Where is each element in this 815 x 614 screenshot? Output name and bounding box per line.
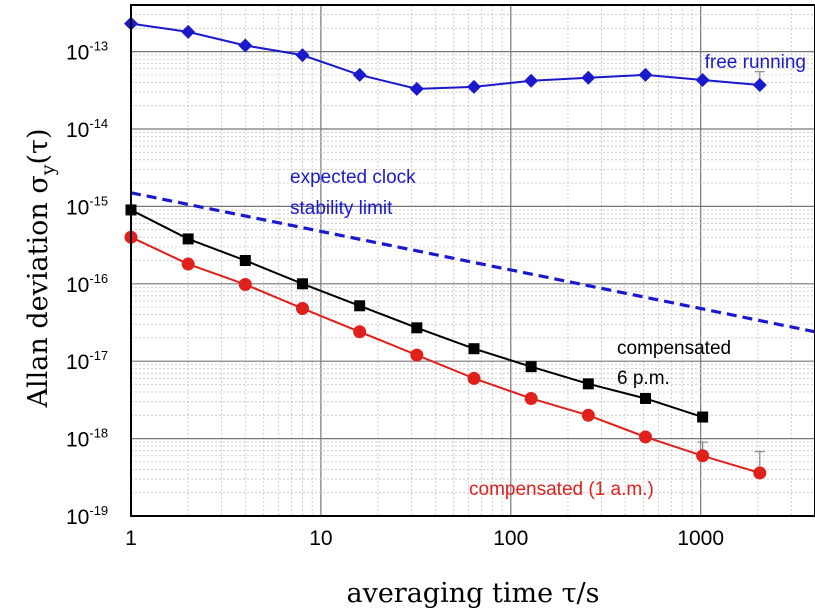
- square-marker: [639, 392, 651, 404]
- series-annotations: free running expected clock stability limi…: [290, 52, 806, 500]
- circle-marker: [467, 371, 481, 385]
- series-label-1: expected clock stability limit: [290, 167, 416, 219]
- diamond-marker: [524, 73, 539, 88]
- circle-marker: [181, 257, 195, 271]
- square-marker: [411, 322, 423, 334]
- series-label-0: free running: [705, 52, 806, 73]
- square-marker: [296, 278, 308, 290]
- circle-marker: [353, 325, 367, 339]
- diamond-marker: [238, 38, 253, 53]
- y-tick-label: 10-18: [66, 426, 108, 452]
- circle-marker: [753, 466, 767, 480]
- y-tick-label: 10-13: [66, 39, 108, 65]
- diamond-marker: [752, 78, 767, 93]
- circle-marker: [410, 348, 424, 362]
- plot-frame: [130, 4, 815, 517]
- x-tick-label: 100: [493, 527, 528, 550]
- circle-marker: [238, 277, 252, 291]
- y-tick-label: 10-17: [66, 348, 108, 374]
- square-marker: [697, 411, 709, 423]
- series-layer: [124, 16, 815, 480]
- series-label-2: compensated 6 p.m.: [617, 338, 731, 389]
- series-line: [130, 22, 760, 90]
- diamond-marker: [466, 79, 481, 94]
- y-tick-label: 10-19: [66, 503, 108, 529]
- series-0: [124, 16, 767, 96]
- circle-marker: [581, 408, 595, 422]
- series-1: [130, 191, 815, 334]
- circle-marker: [696, 449, 710, 463]
- square-marker: [468, 343, 480, 355]
- x-axis-label: averaging time τ/s: [346, 578, 599, 609]
- series-label-3: compensated (1 a.m.): [469, 479, 654, 500]
- diamond-marker: [181, 24, 196, 39]
- x-tick-label: 1000: [677, 527, 724, 550]
- diamond-marker: [638, 67, 653, 82]
- tick-labels: 1 10 100 1000 10-19 10-18 10-17 10-16 10-15 10-14…: [66, 39, 724, 550]
- y-tick-label: 10-16: [66, 271, 108, 297]
- series-line: [130, 191, 815, 334]
- circle-marker: [524, 391, 538, 405]
- square-marker: [182, 233, 194, 245]
- diamond-marker: [695, 72, 710, 87]
- square-marker: [582, 378, 594, 390]
- y-tick-label: 10-15: [66, 193, 108, 219]
- y-axis-label: Allan deviation σy(τ): [23, 129, 59, 409]
- series-line: [130, 236, 761, 474]
- diamond-marker: [352, 67, 367, 82]
- grid: [131, 5, 815, 516]
- series-3: [124, 230, 767, 480]
- diamond-marker: [581, 70, 596, 85]
- circle-marker: [638, 430, 652, 444]
- square-marker: [525, 361, 537, 373]
- square-marker: [239, 255, 251, 266]
- circle-marker: [295, 301, 309, 315]
- x-tick-label: 10: [309, 527, 332, 550]
- diamond-marker: [295, 48, 310, 63]
- y-tick-label: 10-14: [66, 116, 108, 142]
- square-marker: [354, 300, 366, 312]
- x-tick-label: 1: [125, 527, 137, 550]
- diamond-marker: [409, 81, 424, 96]
